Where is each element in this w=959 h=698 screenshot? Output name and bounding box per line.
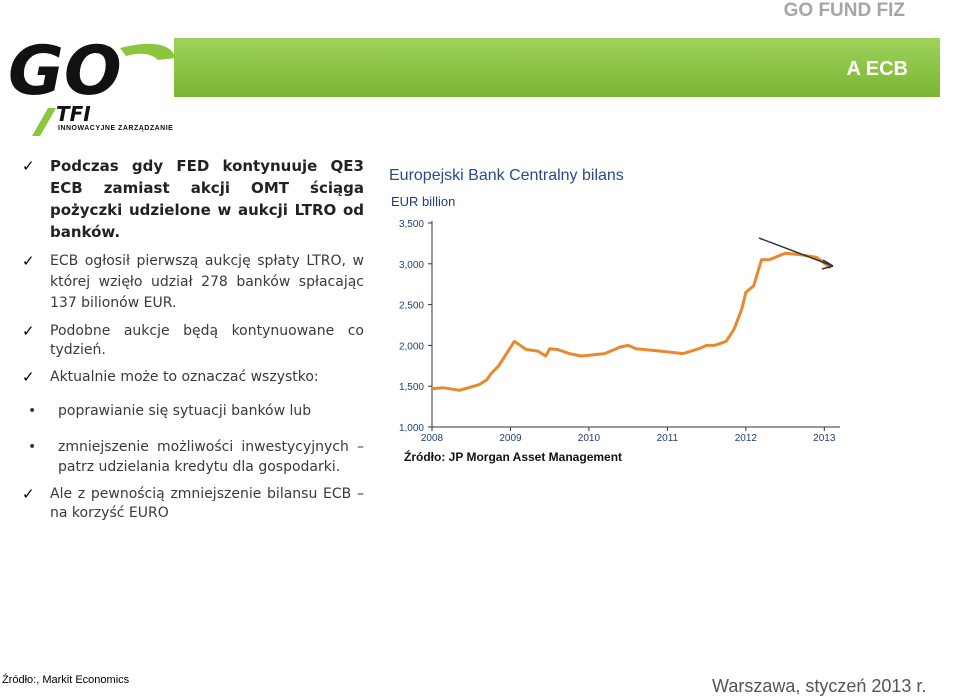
bullet-text: Podobne aukcje będą kontynuowane co tydz… <box>50 323 364 358</box>
chart-source: Źródło: JP Morgan Asset Management <box>404 450 623 464</box>
svg-text:TFI: TFI <box>56 102 91 126</box>
y-tick-label: 3,500 <box>399 219 424 230</box>
y-tick-label: 2,500 <box>399 301 424 312</box>
x-tick-label: 2011 <box>657 433 679 444</box>
list-item: • poprawianie się sytuacji banków lub <box>22 401 364 421</box>
check-icon: ✓ <box>22 485 35 503</box>
title-bar: A ECB <box>174 38 940 97</box>
x-tick-label: 2012 <box>735 433 758 444</box>
list-item: ✓ Ale z pewnością zmniejszenie bilansu E… <box>22 485 364 523</box>
footer-source: Źródło:, Markit Economics <box>2 674 130 686</box>
trend-arrow-icon <box>758 237 834 270</box>
check-icon: ✓ <box>22 252 35 270</box>
list-item: ✓ Podczas gdy FED kontynuuje QE3 ECB zam… <box>22 155 364 243</box>
bullet-text: poprawianie się sytuacji banków lub <box>58 403 312 419</box>
logo-tagline: INNOWACYJNE ZARZĄDZANIE <box>58 125 174 132</box>
chart-title: Europejski Bank Centralny bilans <box>389 167 624 184</box>
y-tick-label: 2,000 <box>399 341 424 352</box>
bullet-text: Ale z pewnością zmniejszenie bilansu ECB… <box>50 486 364 521</box>
check-icon: ✓ <box>22 368 35 386</box>
bullet-dot-icon: • <box>28 439 37 455</box>
list-item: ✓ Podobne aukcje będą kontynuowane co ty… <box>22 322 364 360</box>
footer-date: Warszawa, styczeń 2013 r. <box>712 676 927 696</box>
x-tick-label: 2010 <box>578 433 601 444</box>
y-tick-label: 1,500 <box>399 382 424 393</box>
check-icon: ✓ <box>22 157 35 175</box>
chart-line-series <box>431 251 832 392</box>
check-icon: ✓ <box>22 322 35 340</box>
list-item: ✓ Aktualnie może to oznaczać wszystko: <box>22 368 364 387</box>
list-item: • zmniejszenie możliwości inwestycyjnych… <box>22 437 364 477</box>
bullet-text: ECB ogłosił pierwszą aukcję spłaty LTRO,… <box>50 253 364 311</box>
brand-name: GO FUND FIZ <box>783 0 905 21</box>
bullet-text: zmniejszenie możliwości inwestycyjnych –… <box>58 439 364 475</box>
svg-text:GO: GO <box>8 36 122 111</box>
go-tfi-logo-icon: GO TFI <box>8 36 176 136</box>
slide-title: A ECB <box>846 58 908 80</box>
y-tick-label: 1,000 <box>399 423 424 434</box>
list-item: ✓ ECB ogłosił pierwszą aukcję spłaty LTR… <box>22 251 364 314</box>
bullet-text: Podczas gdy FED kontynuuje QE3 ECB zamia… <box>50 157 364 241</box>
x-tick-label: 2008 <box>421 433 444 444</box>
balance-sheet-chart: EUR billion 1,000 1,500 2,000 2,500 3,000 3,5… <box>391 194 840 444</box>
bullet-list: ✓ Podczas gdy FED kontynuuje QE3 ECB zam… <box>22 155 364 531</box>
bullet-text: Aktualnie może to oznaczać wszystko: <box>50 369 319 385</box>
bullet-dot-icon: • <box>28 403 37 419</box>
y-tick-label: 3,000 <box>399 260 424 271</box>
chart-unit-label: EUR billion <box>391 194 455 209</box>
x-tick-label: 2013 <box>813 433 836 444</box>
x-tick-label: 2009 <box>499 433 522 444</box>
